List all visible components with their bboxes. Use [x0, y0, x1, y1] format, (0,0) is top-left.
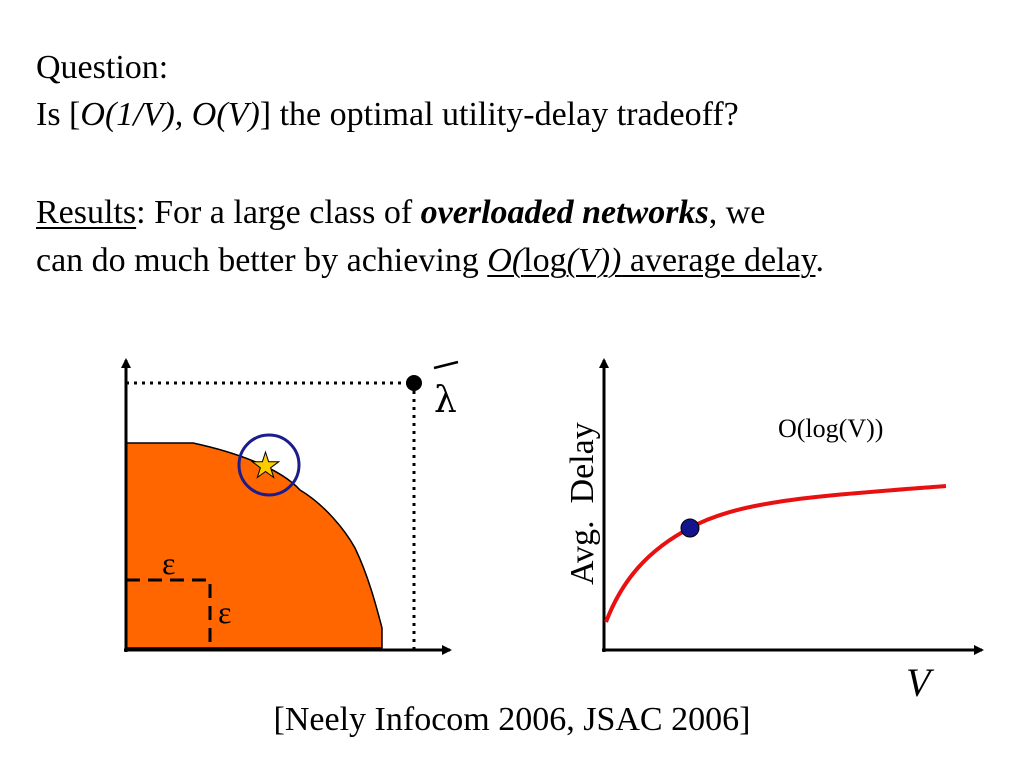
results-line-1-end: , we	[708, 194, 766, 231]
capacity-region	[125, 442, 383, 649]
lambda-label: λ	[434, 380, 457, 421]
log-word: log	[523, 242, 567, 279]
v-axis-label: V	[906, 660, 935, 705]
avg-delay-axis-label: Avg. Delay	[564, 422, 601, 585]
operating-point-circle	[237, 433, 301, 497]
question-expression: O(1/V), O(V)	[80, 96, 260, 133]
log-delay-curve	[604, 484, 947, 623]
curve-label: O(log(V))	[778, 414, 883, 443]
results-intro: : For a large class of	[136, 194, 421, 231]
star-icon	[250, 450, 281, 479]
epsilon-label-top: ε	[162, 545, 175, 581]
results-period: .	[815, 242, 824, 279]
capacity-region-diagram: λ ε ε	[121, 358, 459, 655]
v-arg: (V))	[566, 242, 622, 279]
epsilon-dashed-box	[126, 578, 212, 648]
results-line-2: can do much better by achieving O(log(V)…	[36, 241, 824, 281]
lambda-point	[406, 375, 422, 391]
question-is: Is [	[36, 96, 81, 133]
operating-point-marker	[680, 518, 700, 538]
average-delay: average delay	[621, 242, 816, 279]
results-line-1: Results: For a large class of overloaded…	[36, 193, 765, 233]
overloaded-networks-emphasis: overloaded networks	[420, 194, 709, 231]
question-rest: ] the optimal utility-delay tradeoff?	[259, 96, 739, 133]
results-label: Results	[36, 194, 137, 231]
big-o: O(	[487, 242, 524, 279]
log-delay-expression: O(log(V)) average delay	[487, 242, 815, 279]
citation: [Neely Infocom 2006, JSAC 2006]	[273, 701, 751, 738]
question-heading: Question:	[36, 49, 169, 86]
delay-curve-diagram: Avg. Delay V O(log(V))	[564, 358, 984, 705]
question-text: Is [O(1/V), O(V)] the optimal utility-de…	[36, 95, 739, 135]
results-line-2-start: can do much better by achieving	[36, 242, 488, 279]
epsilon-label-right: ε	[218, 594, 231, 630]
lambda-vector-bar	[433, 360, 459, 370]
